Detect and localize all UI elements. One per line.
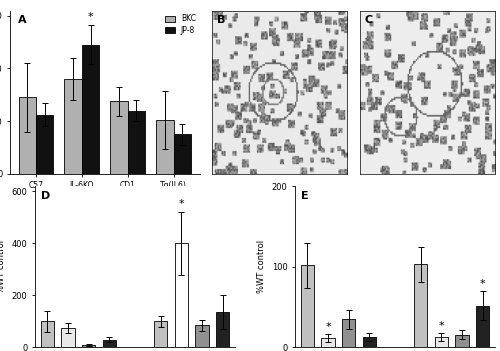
Bar bbox=[476, 305, 490, 347]
Bar bbox=[196, 325, 208, 347]
Bar bbox=[174, 134, 191, 174]
Text: *: * bbox=[325, 322, 331, 332]
Bar bbox=[18, 97, 36, 174]
Bar bbox=[322, 338, 334, 347]
Text: *: * bbox=[88, 12, 94, 22]
Bar bbox=[300, 265, 314, 347]
Bar bbox=[456, 335, 468, 347]
Bar bbox=[434, 337, 448, 347]
Bar bbox=[62, 328, 74, 347]
Bar bbox=[82, 345, 96, 347]
Bar bbox=[36, 114, 54, 174]
Text: *: * bbox=[480, 279, 486, 289]
Legend: BKC, JP-8: BKC, JP-8 bbox=[166, 14, 196, 35]
Bar bbox=[40, 322, 54, 347]
Text: E: E bbox=[301, 191, 308, 201]
Bar bbox=[102, 340, 116, 347]
Text: B: B bbox=[218, 15, 226, 25]
Bar bbox=[128, 111, 145, 174]
Text: *: * bbox=[438, 322, 444, 331]
Text: *: * bbox=[178, 199, 184, 210]
Bar bbox=[64, 79, 82, 174]
Text: C: C bbox=[365, 15, 373, 25]
Y-axis label: %WT control: %WT control bbox=[257, 240, 266, 293]
Bar bbox=[216, 312, 230, 347]
Bar bbox=[362, 337, 376, 347]
Bar bbox=[154, 322, 168, 347]
Text: A: A bbox=[18, 15, 26, 25]
Y-axis label: %WT control: %WT control bbox=[0, 240, 6, 293]
Bar bbox=[414, 264, 428, 347]
Bar bbox=[342, 319, 355, 347]
Bar bbox=[156, 120, 174, 174]
Bar bbox=[82, 45, 100, 174]
Bar bbox=[174, 243, 188, 347]
Text: D: D bbox=[41, 191, 50, 201]
Bar bbox=[110, 101, 128, 174]
